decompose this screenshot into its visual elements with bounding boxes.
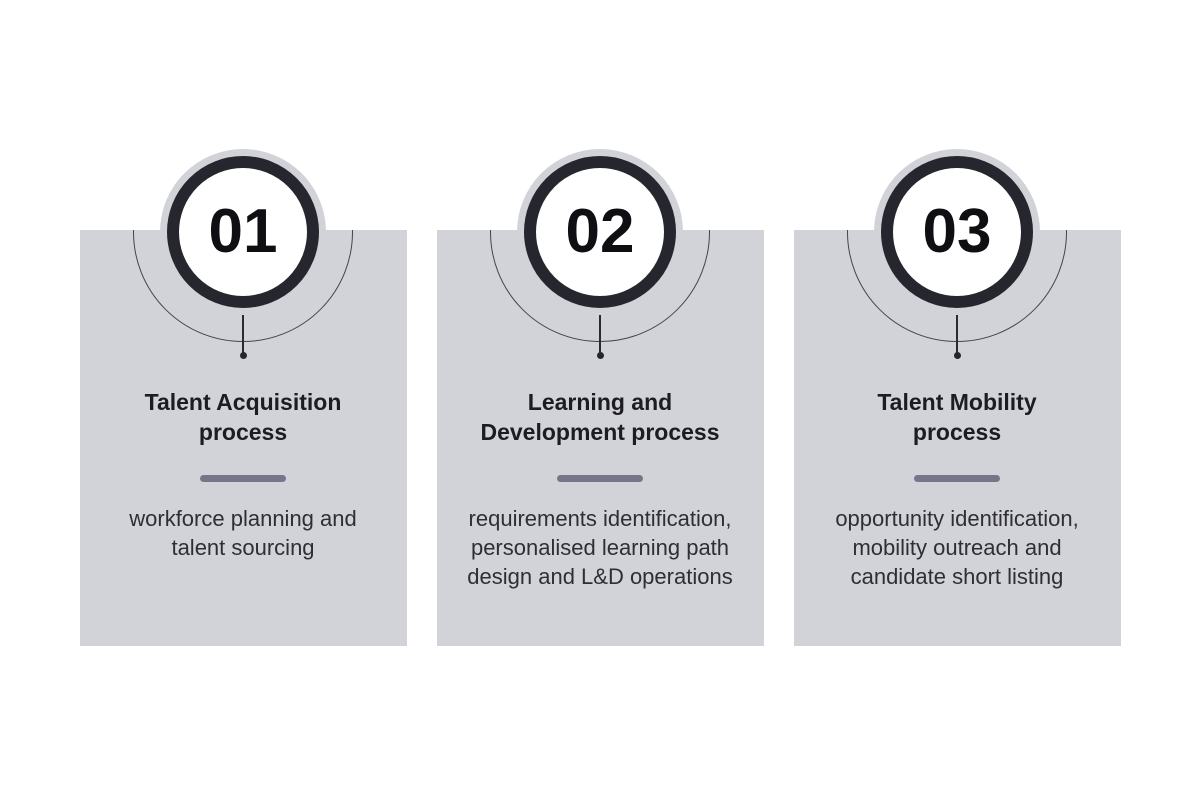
connector-dot [596,352,604,359]
title-divider [914,475,1000,482]
process-module-3: Talent Mobility process opportunity iden… [793,149,1121,646]
card-description: workforce planning and talent sourcing [129,506,357,560]
connector-dot [953,352,961,359]
step-number: 03 [922,197,992,266]
card-description: requirements identification, personalise… [467,506,733,589]
process-module-2: Learning and Development process require… [436,149,764,646]
step-number: 02 [565,197,635,266]
process-module-1: Talent Acquisition process workforce pla… [79,149,407,646]
step-number: 01 [208,197,278,266]
card-title: Learning and Development process [480,389,720,445]
step-number-circle: 02 [524,156,676,308]
process-modules: Talent Acquisition process workforce pla… [0,149,1200,646]
connector-dot [239,352,247,359]
title-divider [557,475,643,482]
step-number-circle: 01 [167,156,319,308]
process-card-3: Talent Mobility process opportunity iden… [793,230,1121,646]
card-description: opportunity identification, mobility out… [835,506,1079,589]
title-divider [200,475,286,482]
step-number-circle: 03 [881,156,1033,308]
card-title: Talent Mobility process [877,389,1037,445]
card-title: Talent Acquisition process [144,389,342,445]
